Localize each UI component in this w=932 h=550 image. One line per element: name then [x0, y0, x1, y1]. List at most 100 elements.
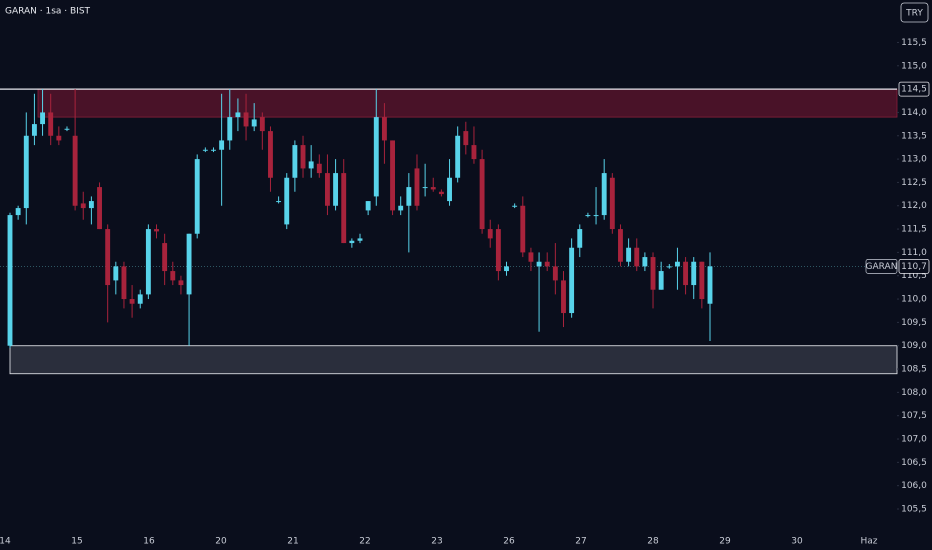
candle-body: [512, 205, 518, 207]
candle-body: [536, 261, 542, 267]
candle-body: [23, 135, 29, 209]
candle-body: [186, 233, 192, 295]
candle-body: [227, 117, 233, 141]
candle-body: [626, 247, 632, 262]
candle-body: [675, 261, 680, 267]
candle-body: [325, 173, 330, 206]
candle-body: [113, 266, 119, 281]
symbol-tag: GARAN: [866, 262, 898, 272]
candle-body: [170, 271, 176, 281]
symbol-tag-box: [865, 259, 898, 274]
currency-label[interactable]: TRY: [905, 9, 923, 19]
candle-body: [243, 112, 249, 127]
price-highlight: [898, 81, 930, 97]
candle-body: [292, 145, 298, 178]
candle-body: [7, 215, 13, 346]
x-tick-label: 20: [215, 537, 227, 547]
support-zone: [9, 345, 898, 375]
candle-body: [105, 229, 111, 286]
y-tick-label: 115,5: [901, 38, 927, 48]
candle-body: [398, 205, 404, 211]
chart-title: GARAN · 1sa · BIST: [5, 7, 91, 17]
candle-body: [658, 271, 664, 290]
candle-body: [544, 261, 550, 267]
y-tick-label: 109,5: [901, 318, 927, 328]
candle-body: [577, 229, 583, 248]
candle-body: [40, 112, 45, 125]
candle-body: [268, 131, 273, 178]
y-tick-label: 105,5: [901, 505, 927, 515]
candle-body: [699, 261, 705, 300]
x-tick-label: 16: [143, 537, 155, 547]
x-tick-label: 21: [287, 537, 298, 547]
candle-body: [634, 247, 640, 267]
y-tick-label: 112,0: [901, 201, 927, 211]
candle-body: [121, 266, 127, 300]
x-tick-label: 23: [431, 537, 442, 547]
candle-body: [373, 117, 379, 197]
y-tick-label: 107,0: [901, 435, 927, 445]
price-tag-box: [898, 258, 930, 274]
x-tick-label: 29: [719, 537, 731, 547]
y-tick-label: 106,5: [901, 458, 927, 468]
x-tick-label: 15: [71, 537, 82, 547]
candle-body: [145, 229, 151, 295]
plot-area: [0, 88, 898, 375]
candle-body: [463, 131, 469, 146]
candle-body: [357, 238, 363, 241]
candle-body: [48, 112, 54, 136]
y-tick-label: 110,5: [901, 271, 927, 281]
candle-body: [64, 128, 70, 130]
candle-body: [683, 261, 689, 286]
candle-body: [422, 187, 428, 189]
y-tick-label: 111,0: [901, 248, 927, 258]
candle-body: [707, 266, 713, 304]
y-tick-label: 115,0: [901, 61, 927, 71]
candle-body: [642, 257, 648, 267]
candle-body: [251, 119, 257, 127]
y-tick-label: 108,0: [901, 388, 927, 398]
candle-body: [471, 145, 477, 160]
candle-body: [154, 229, 159, 232]
candle-body: [601, 173, 607, 216]
candle-body: [609, 177, 615, 230]
candle-body: [202, 149, 208, 151]
candle-body: [88, 201, 94, 209]
x-tick-label: 26: [503, 537, 515, 547]
candle-body: [487, 229, 493, 239]
y-tick-label: 112,5: [901, 178, 927, 188]
candle-body: [284, 177, 290, 225]
candle-body: [455, 135, 461, 178]
candle-body: [650, 257, 656, 290]
y-tick-label: 106,0: [901, 481, 927, 491]
x-tick-label: 28: [647, 537, 659, 547]
candle-body: [552, 266, 558, 281]
y-tick-label: 114,0: [901, 108, 927, 118]
candle-body: [406, 187, 412, 206]
candle-body: [390, 140, 395, 211]
x-tick-label: 30: [791, 537, 803, 547]
resistance-zone: [37, 88, 898, 118]
x-tick-label: 27: [575, 537, 586, 547]
y-tick-label: 113,5: [901, 131, 927, 141]
candle-body: [137, 294, 143, 304]
candle-body: [276, 201, 282, 203]
currency-button[interactable]: [900, 2, 929, 23]
candle-body: [194, 159, 200, 234]
candle-body: [259, 117, 265, 132]
candle-body: [235, 112, 241, 118]
candle-body: [479, 159, 485, 230]
candle-body: [129, 299, 135, 304]
candle-body: [414, 168, 420, 206]
candle-body: [666, 266, 672, 268]
candle-body: [80, 203, 86, 209]
candle-body: [56, 135, 62, 141]
candle-body: [341, 173, 347, 244]
candle-body: [585, 215, 591, 217]
y-tick-label: 109,0: [901, 341, 927, 351]
y-tick-label: 114,5: [901, 85, 927, 95]
candle-body: [97, 187, 102, 230]
candle-body: [691, 261, 697, 286]
candle-body: [333, 173, 339, 206]
